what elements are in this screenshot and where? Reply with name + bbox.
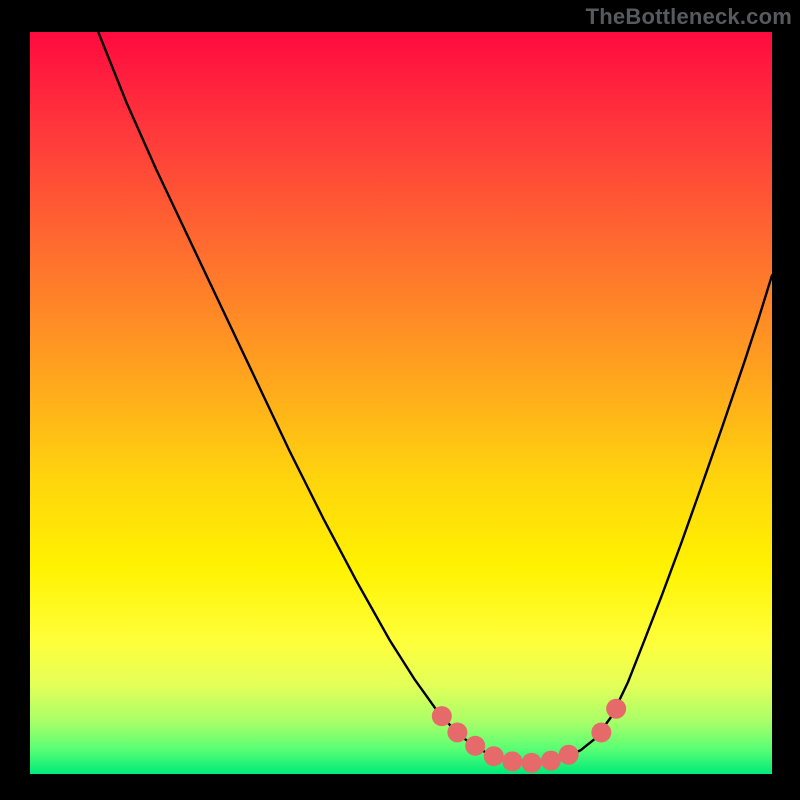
curve-marker — [591, 722, 611, 742]
curve-marker — [465, 736, 485, 756]
curve-marker — [432, 706, 452, 726]
curve-marker — [484, 746, 504, 766]
watermark-text: TheBottleneck.com — [586, 4, 792, 30]
curve-marker — [522, 753, 542, 773]
curve-marker — [541, 751, 561, 771]
chart-svg — [0, 0, 800, 800]
bottleneck-chart: TheBottleneck.com — [0, 0, 800, 800]
curve-marker — [559, 745, 579, 765]
curve-marker — [502, 751, 522, 771]
plot-gradient-background — [30, 32, 772, 774]
curve-marker — [606, 699, 626, 719]
curve-marker — [447, 722, 467, 742]
